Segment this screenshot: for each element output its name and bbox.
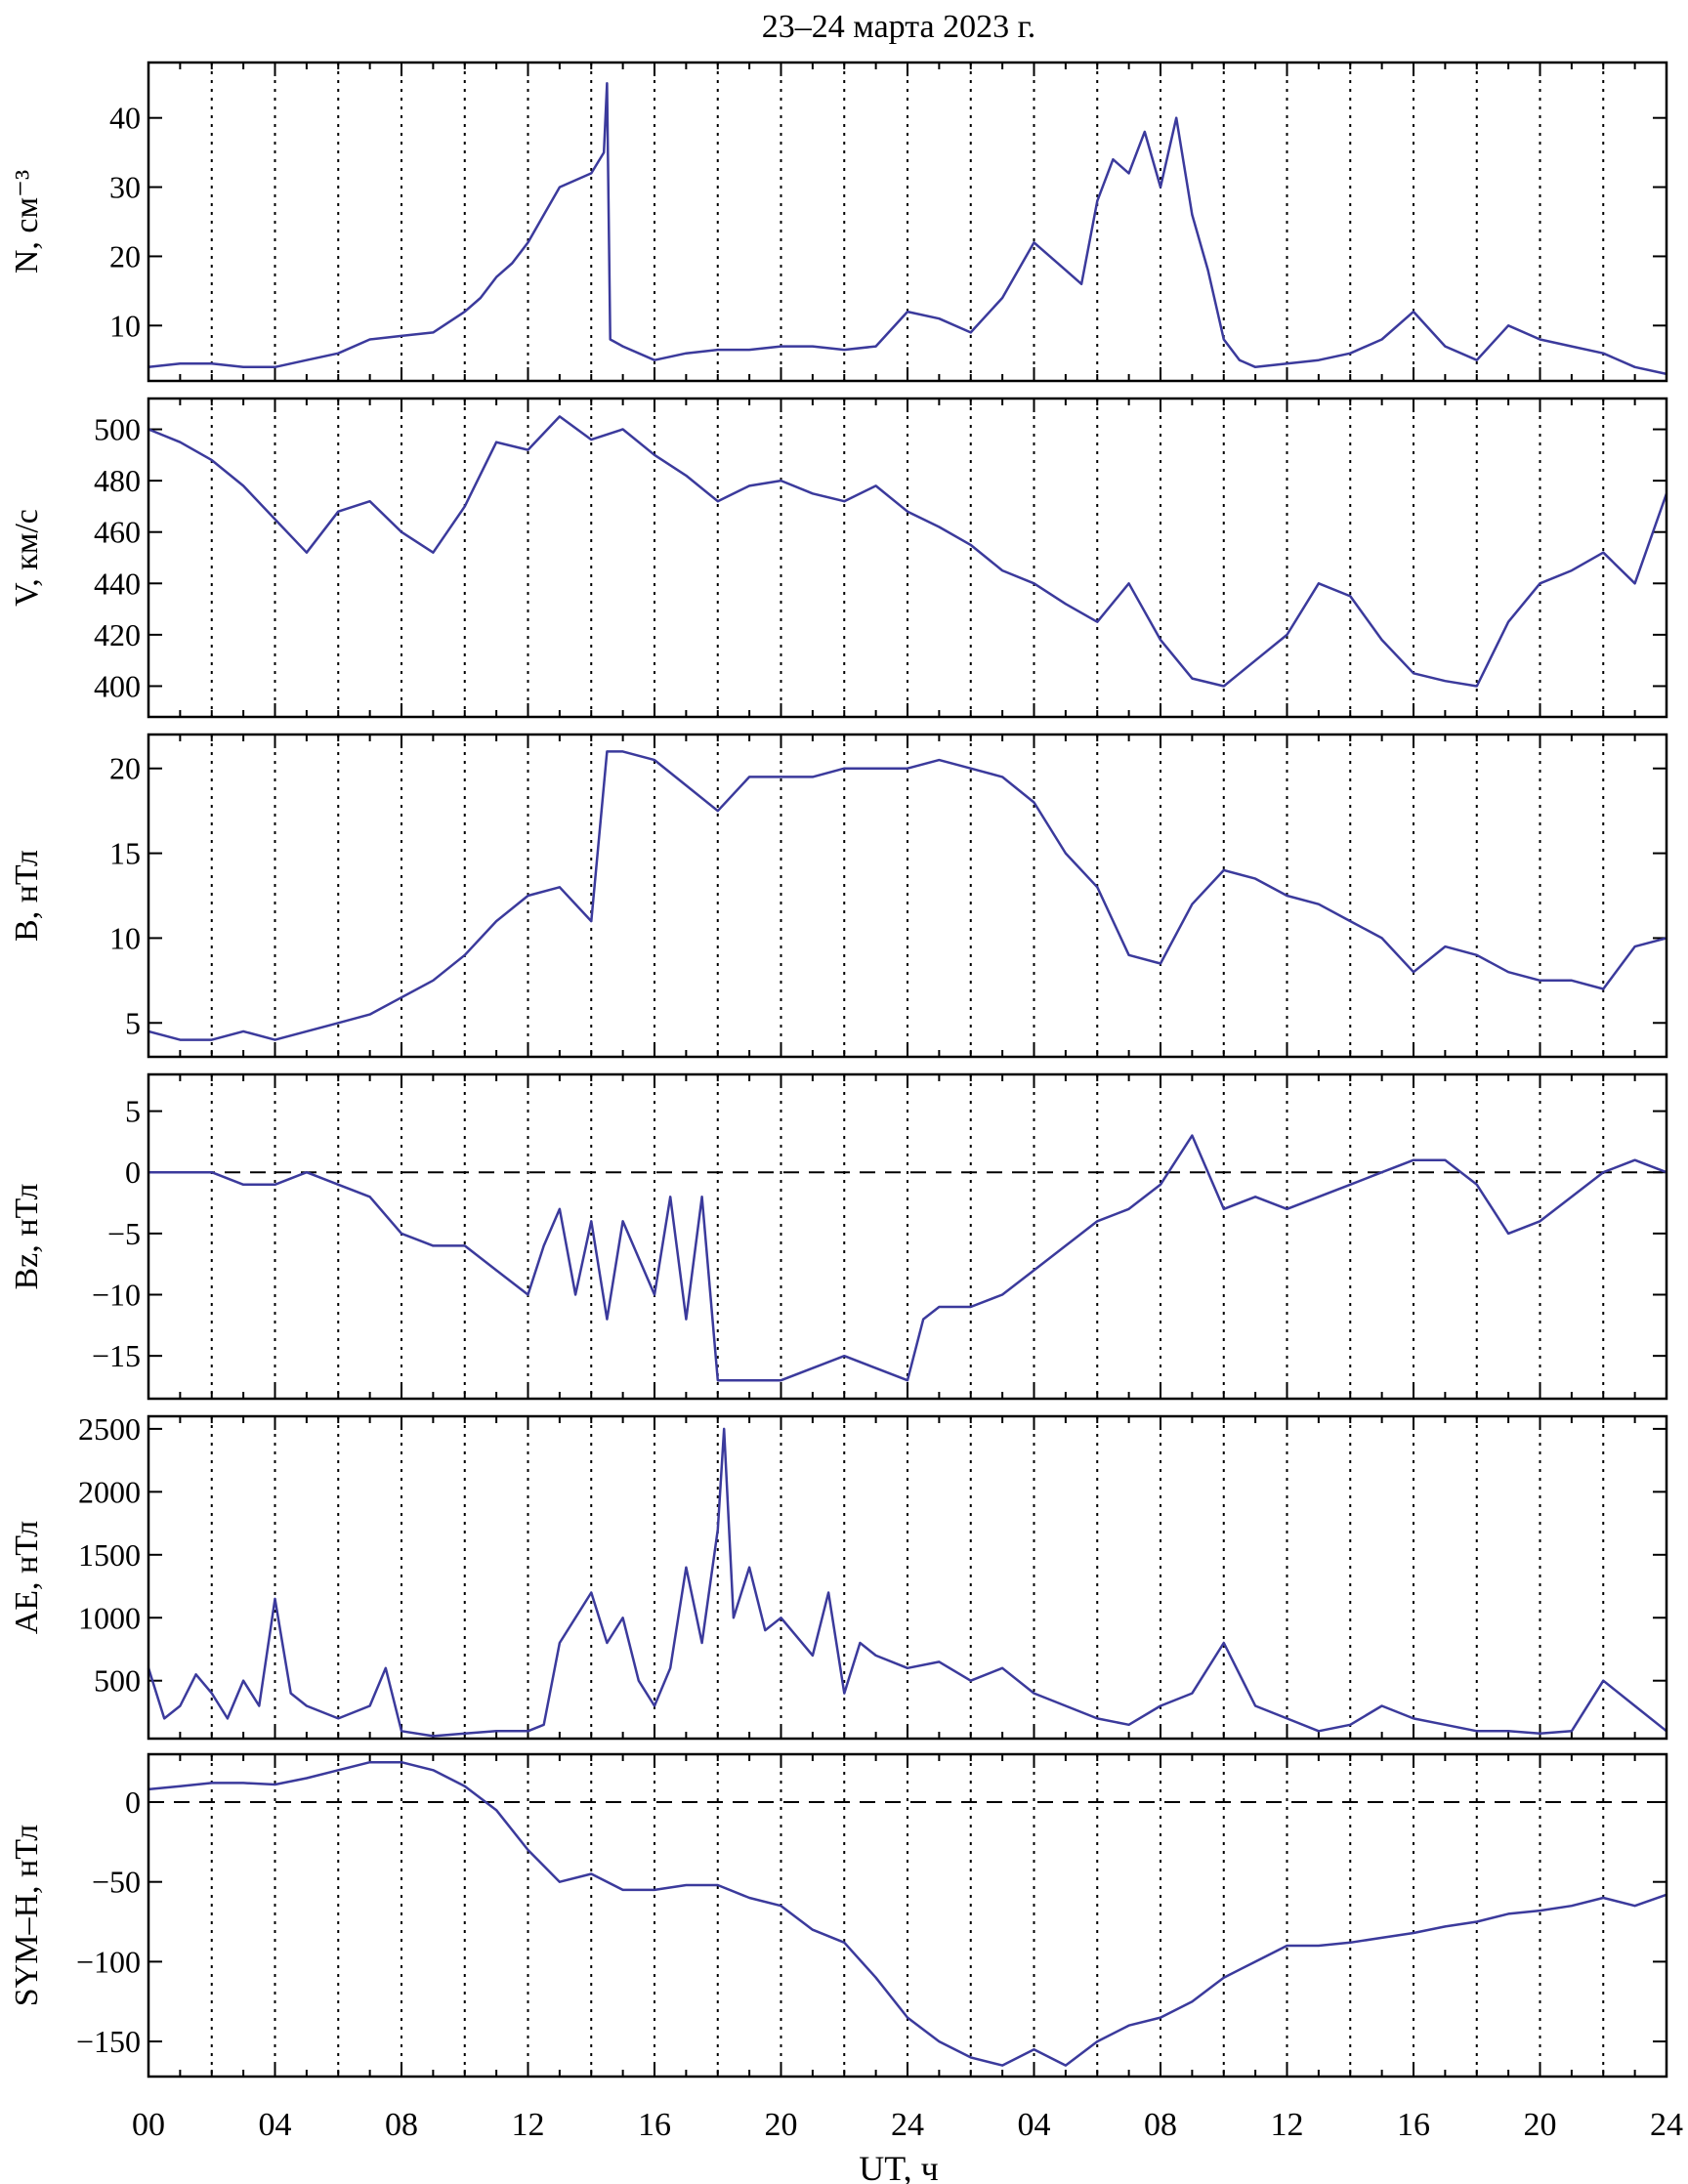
series-line xyxy=(148,1760,1667,2067)
x-tick-label: 04 xyxy=(1018,2107,1051,2143)
x-tick-label: 04 xyxy=(259,2107,292,2143)
y-tick-label: 0 xyxy=(125,1785,141,1820)
x-tick-label: 20 xyxy=(1524,2107,1557,2143)
y-tick-label: 2000 xyxy=(78,1474,141,1509)
y-tick-label: 440 xyxy=(94,566,141,601)
panel-6: −150 −100 −50 0 SYM–H, нТл xyxy=(9,1752,1668,2079)
y-tick-label: 2500 xyxy=(78,1411,141,1447)
y-tick-label: −10 xyxy=(92,1278,141,1313)
chart-title: 23–24 марта 2023 г. xyxy=(762,9,1035,45)
y-axis-label: N, см⁻³ xyxy=(9,170,45,273)
x-tick-label: 08 xyxy=(1144,2107,1177,2143)
x-tick-label: 12 xyxy=(1271,2107,1304,2143)
panel-frame xyxy=(147,1072,1668,1401)
panel-frame xyxy=(147,1752,1668,2079)
y-tick-label: 10 xyxy=(109,308,141,343)
y-tick-label: 480 xyxy=(94,463,141,498)
y-tick-label: 30 xyxy=(109,170,141,205)
y-tick-label: 5 xyxy=(125,1005,141,1040)
y-tick-label: 5 xyxy=(125,1094,141,1129)
panel-4: −15 −10 −5 0 5 Bz, нТл xyxy=(9,1072,1668,1401)
y-tick-label: 0 xyxy=(125,1155,141,1190)
y-axis-label: AE, нТл xyxy=(9,1521,45,1635)
panel-1: 10 20 30 40 N, см⁻³ xyxy=(9,61,1668,383)
panel-frame xyxy=(147,733,1668,1059)
y-tick-label: 40 xyxy=(109,101,141,136)
y-axis-label: B, нТл xyxy=(9,850,45,942)
y-tick-label: −50 xyxy=(92,1865,141,1900)
y-tick-label: 1500 xyxy=(78,1537,141,1573)
panel-5: 500 1000 1500 2000 2500 AE, нТл xyxy=(9,1411,1668,1741)
y-tick-label: 10 xyxy=(109,920,141,955)
x-tick-label: 20 xyxy=(765,2107,798,2143)
y-tick-label: −100 xyxy=(76,1944,141,1979)
x-tick-label: 12 xyxy=(512,2107,545,2143)
y-tick-label: 500 xyxy=(94,1663,141,1699)
panel-frame xyxy=(147,61,1668,383)
y-tick-label: −150 xyxy=(76,2024,141,2059)
series-line xyxy=(147,1427,1667,1738)
x-tick-labels: 00 04 08 12 16 20 24 04 08 12 16 20 24 xyxy=(132,2107,1683,2143)
x-tick-label: 16 xyxy=(1397,2107,1430,2143)
y-tick-label: 20 xyxy=(109,238,141,273)
panel-2: 400 420 440 460 480 500 V, км/с xyxy=(9,397,1668,719)
x-tick-label: 16 xyxy=(638,2107,671,2143)
y-tick-label: 1000 xyxy=(78,1600,141,1635)
series-line xyxy=(148,750,1667,1041)
y-axis-label: SYM–H, нТл xyxy=(9,1825,45,2007)
x-tick-label: 08 xyxy=(385,2107,418,2143)
x-tick-label: 24 xyxy=(1650,2107,1683,2143)
panel-frame xyxy=(147,1414,1668,1741)
panel-3: 5 10 15 20 B, нТл xyxy=(9,733,1668,1059)
panel-frame xyxy=(147,397,1668,719)
y-tick-label: 15 xyxy=(109,836,141,871)
x-axis-label: UT, ч xyxy=(859,2149,938,2184)
y-tick-label: 500 xyxy=(94,412,141,447)
x-tick-label: 00 xyxy=(132,2107,165,2143)
y-axis-label: V, км/с xyxy=(9,509,45,607)
x-tick-label: 24 xyxy=(891,2107,924,2143)
series-line xyxy=(148,82,1667,376)
series-line xyxy=(148,1134,1667,1382)
y-tick-label: −5 xyxy=(107,1216,141,1251)
y-tick-label: 420 xyxy=(94,617,141,652)
y-tick-label: 20 xyxy=(109,751,141,786)
y-axis-label: Bz, нТл xyxy=(9,1183,45,1289)
y-tick-label: −15 xyxy=(92,1338,141,1373)
series-line xyxy=(148,415,1668,688)
y-tick-label: 460 xyxy=(94,515,141,550)
y-tick-label: 400 xyxy=(94,668,141,703)
